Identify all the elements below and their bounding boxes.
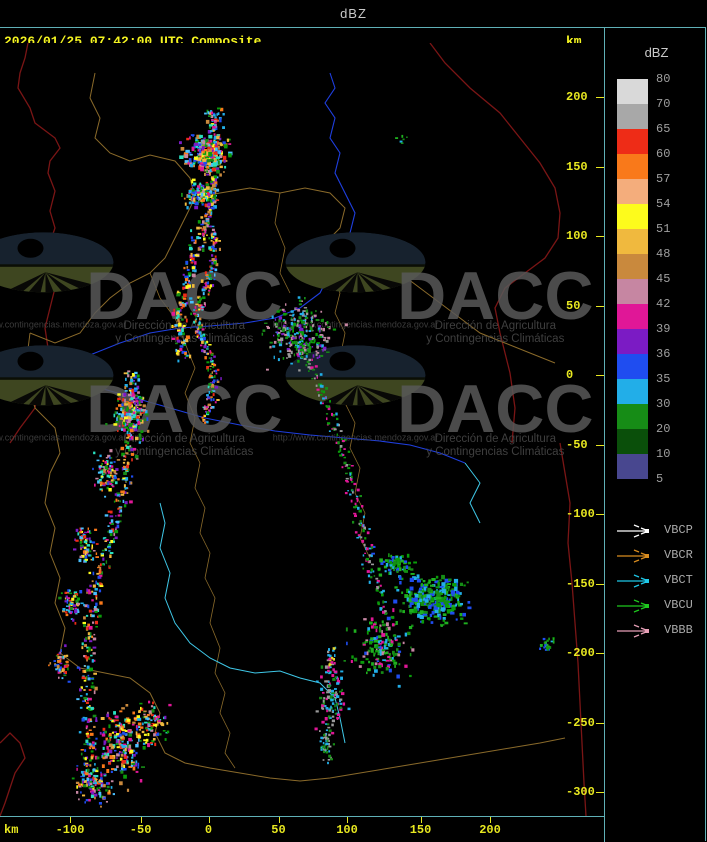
- svg-text:http://www.contingencias.mendo: http://www.contingencias.mendoza.gov.ar: [0, 432, 126, 442]
- svg-text:y Contingencias Climáticas: y Contingencias Climáticas: [426, 446, 564, 458]
- svg-text:Dirección de Agricultura: Dirección de Agricultura: [435, 433, 557, 445]
- svg-text:http://www.contingencias.mendo: http://www.contingencias.mendoza.gov.ar: [0, 319, 126, 329]
- svg-text:http://www.contingencias.mendo: http://www.contingencias.mendoza.gov.ar: [273, 432, 438, 442]
- svg-text:Dirección de Agricultura: Dirección de Agricultura: [435, 320, 557, 332]
- svg-text:y Contingencias Climáticas: y Contingencias Climáticas: [426, 333, 564, 345]
- svg-text:Dirección de Agricultura: Dirección de Agricultura: [124, 433, 246, 445]
